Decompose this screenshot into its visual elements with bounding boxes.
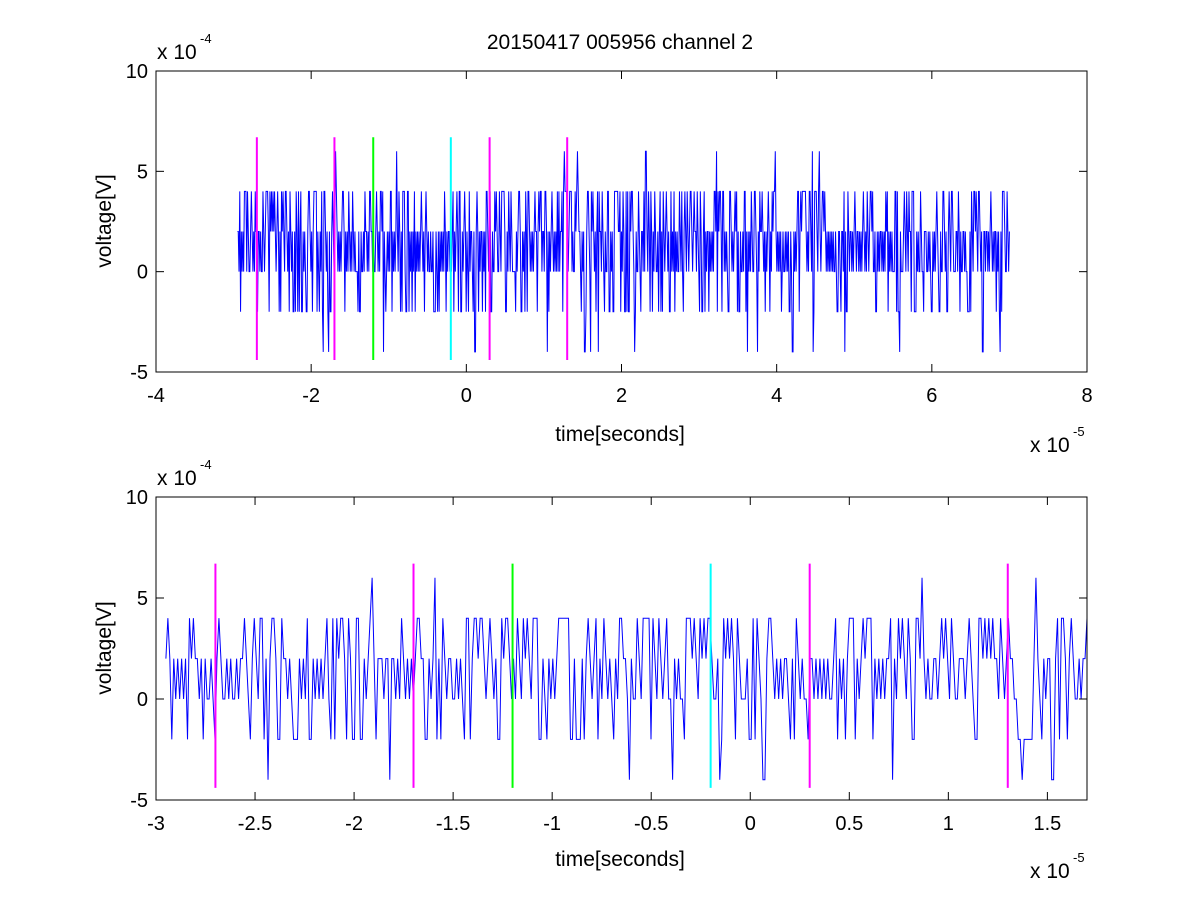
bottom-x-tick-label: -1.5 bbox=[436, 813, 470, 835]
bottom-plot-series bbox=[165, 577, 1088, 781]
svg-text:-5: -5 bbox=[1073, 850, 1085, 865]
bottom-x-axis-label: time[seconds] bbox=[555, 848, 685, 871]
bottom-x-tick-label: -2.5 bbox=[238, 813, 272, 835]
bottom-plot: -3 -2.5 -2 -1.5 -1 -0.5 0 0.5 1 1.5 -5 0 5 10 time[s… bbox=[93, 457, 1088, 883]
bottom-y-tick-label: 0 bbox=[137, 689, 148, 711]
bottom-x-tick-label: -0.5 bbox=[634, 813, 668, 835]
bottom-plot-axes-box bbox=[155, 496, 1088, 801]
top-y-tick-label: -5 bbox=[130, 362, 148, 384]
bottom-y-tick-label: -5 bbox=[130, 790, 148, 812]
bottom-plot-x-ticks: -3 -2.5 -2 -1.5 -1 -0.5 0 0.5 1 1.5 bbox=[147, 497, 1061, 835]
top-y-axis-label: voltage[V] bbox=[93, 174, 116, 267]
top-x-multiplier: x 10 -5 bbox=[1030, 424, 1085, 457]
top-x-tick-label: -4 bbox=[147, 385, 165, 407]
bottom-voltage-trace bbox=[165, 577, 1088, 781]
svg-text:x 10: x 10 bbox=[157, 467, 197, 490]
bottom-y-tick-label: 5 bbox=[137, 588, 148, 610]
top-plot-y-ticks: -5 0 5 10 bbox=[126, 61, 1087, 384]
top-y-tick-label: 0 bbox=[137, 262, 148, 284]
top-x-tick-label: 4 bbox=[771, 385, 782, 407]
bottom-x-tick-label: 0 bbox=[745, 813, 756, 835]
bottom-x-tick-label: 1 bbox=[943, 813, 954, 835]
top-voltage-trace bbox=[237, 150, 1010, 353]
chart-title: 20150417 005956 channel 2 bbox=[487, 31, 753, 54]
bottom-x-tick-label: -3 bbox=[147, 813, 165, 835]
top-plot: -4 -2 0 2 4 6 8 -5 0 5 10 time[seconds] voltage[V… bbox=[93, 31, 1093, 457]
bottom-plot-y-ticks: -5 0 5 10 bbox=[126, 487, 1087, 812]
bottom-plot-markers bbox=[214, 563, 1009, 788]
bottom-y-axis-label: voltage[V] bbox=[93, 601, 116, 694]
bottom-x-multiplier: x 10 -5 bbox=[1030, 850, 1085, 883]
svg-text:-4: -4 bbox=[200, 457, 212, 472]
bottom-y-tick-label: 10 bbox=[126, 487, 148, 509]
bottom-x-tick-label: -1 bbox=[543, 813, 561, 835]
svg-text:-4: -4 bbox=[200, 31, 212, 46]
top-plot-series bbox=[237, 150, 1010, 353]
bottom-x-tick-label: 0.5 bbox=[835, 813, 863, 835]
top-x-tick-label: 0 bbox=[461, 385, 472, 407]
top-plot-markers bbox=[255, 137, 569, 360]
svg-text:x 10: x 10 bbox=[1030, 434, 1070, 457]
bottom-x-tick-label: -2 bbox=[345, 813, 363, 835]
bottom-y-multiplier: x 10 -4 bbox=[157, 457, 212, 490]
top-y-tick-label: 5 bbox=[137, 161, 148, 183]
top-y-tick-label: 10 bbox=[126, 61, 148, 83]
top-x-tick-label: 8 bbox=[1081, 385, 1092, 407]
top-y-multiplier: x 10 -4 bbox=[157, 31, 212, 64]
svg-text:x 10: x 10 bbox=[157, 41, 197, 64]
top-x-axis-label: time[seconds] bbox=[555, 423, 685, 446]
top-x-tick-label: 2 bbox=[616, 385, 627, 407]
bottom-x-tick-label: 1.5 bbox=[1033, 813, 1061, 835]
svg-text:-5: -5 bbox=[1073, 424, 1085, 439]
svg-text:x 10: x 10 bbox=[1030, 860, 1070, 883]
top-plot-x-ticks: -4 -2 0 2 4 6 8 bbox=[147, 71, 1093, 407]
top-x-tick-label: -2 bbox=[302, 385, 320, 407]
top-x-tick-label: 6 bbox=[926, 385, 937, 407]
